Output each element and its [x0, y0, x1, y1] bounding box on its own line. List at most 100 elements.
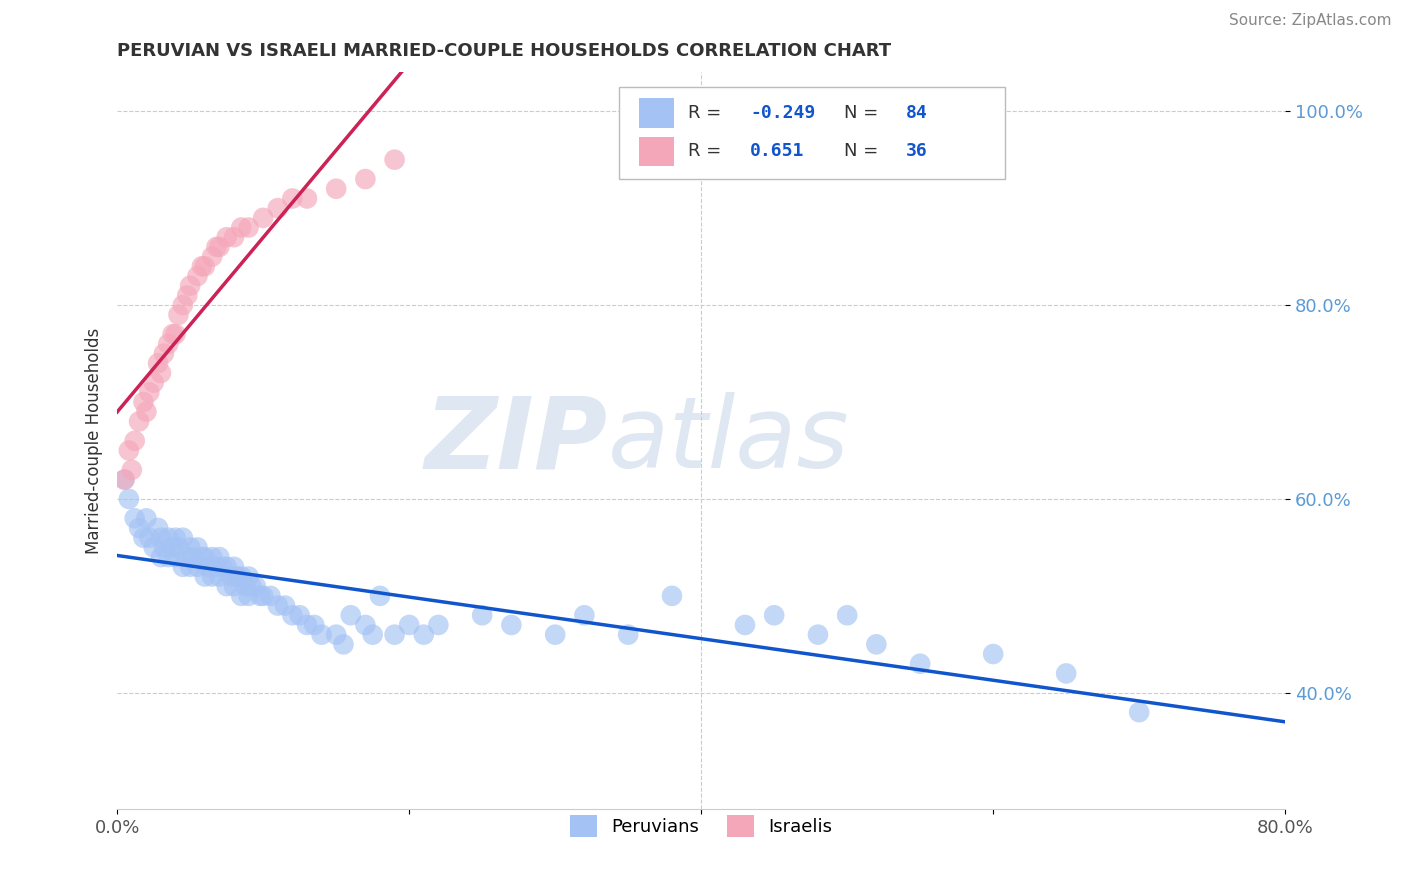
Text: -0.249: -0.249: [751, 104, 815, 122]
Point: [124, 511, 146, 525]
Point: [201, 569, 224, 583]
Point: [1054, 666, 1077, 681]
Point: [238, 220, 260, 235]
Point: [245, 579, 267, 593]
Point: [267, 201, 290, 215]
Point: [114, 473, 136, 487]
Text: Source: ZipAtlas.com: Source: ZipAtlas.com: [1229, 13, 1392, 29]
Point: [194, 260, 217, 274]
Point: [865, 637, 887, 651]
Point: [191, 550, 214, 565]
Point: [222, 559, 245, 574]
Point: [361, 627, 384, 641]
Point: [128, 521, 150, 535]
Point: [215, 579, 238, 593]
Point: [222, 230, 245, 244]
Point: [157, 531, 180, 545]
Point: [384, 627, 406, 641]
Point: [201, 550, 224, 565]
Point: [186, 268, 208, 283]
Point: [194, 569, 217, 583]
Point: [238, 589, 260, 603]
Point: [295, 618, 318, 632]
Point: [150, 531, 173, 545]
Text: PERUVIAN VS ISRAELI MARRIED-COUPLE HOUSEHOLDS CORRELATION CHART: PERUVIAN VS ISRAELI MARRIED-COUPLE HOUSE…: [117, 42, 891, 60]
Point: [176, 288, 198, 302]
Point: [167, 541, 190, 555]
Text: R =: R =: [689, 142, 727, 161]
Point: [325, 182, 347, 196]
Point: [179, 541, 201, 555]
Point: [165, 550, 187, 565]
Point: [274, 599, 297, 613]
Point: [118, 443, 141, 458]
Point: [142, 541, 165, 555]
Point: [208, 550, 231, 565]
Point: [205, 559, 228, 574]
Point: [142, 376, 165, 390]
Point: [135, 405, 157, 419]
Point: [205, 240, 228, 254]
Point: [132, 531, 155, 545]
Point: [238, 569, 260, 583]
Text: R =: R =: [689, 104, 727, 122]
Point: [354, 618, 377, 632]
Point: [249, 589, 271, 603]
Point: [162, 327, 184, 342]
Bar: [640, 98, 675, 128]
Point: [215, 230, 238, 244]
Text: 84: 84: [905, 104, 928, 122]
Point: [763, 608, 786, 623]
Point: [398, 618, 420, 632]
Point: [179, 559, 201, 574]
Point: [412, 627, 434, 641]
Point: [211, 559, 233, 574]
Point: [259, 589, 281, 603]
Point: [1128, 705, 1150, 719]
Point: [661, 589, 683, 603]
Point: [225, 569, 247, 583]
Point: [544, 627, 567, 641]
Point: [501, 618, 523, 632]
Point: [118, 491, 141, 506]
Point: [179, 278, 201, 293]
Point: [981, 647, 1004, 661]
Point: [150, 366, 173, 380]
Point: [617, 627, 640, 641]
Point: [162, 541, 184, 555]
Point: [176, 550, 198, 565]
Point: [191, 260, 214, 274]
Point: [172, 559, 194, 574]
Point: [807, 627, 830, 641]
Point: [304, 618, 326, 632]
Point: [153, 541, 176, 555]
Point: [157, 550, 180, 565]
Point: [235, 579, 257, 593]
Point: [201, 250, 224, 264]
Point: [128, 414, 150, 428]
Point: [427, 618, 450, 632]
Point: [252, 589, 274, 603]
Point: [197, 559, 219, 574]
Bar: [640, 136, 675, 166]
Point: [172, 531, 194, 545]
Point: [231, 220, 253, 235]
Point: [121, 463, 143, 477]
Point: [215, 559, 238, 574]
Point: [167, 308, 190, 322]
Point: [172, 298, 194, 312]
Point: [157, 336, 180, 351]
Point: [124, 434, 146, 448]
Point: [186, 559, 208, 574]
Point: [165, 531, 187, 545]
Point: [208, 240, 231, 254]
Point: [267, 599, 290, 613]
Point: [311, 627, 333, 641]
Text: ZIP: ZIP: [425, 392, 607, 490]
Point: [181, 550, 204, 565]
Point: [295, 191, 318, 205]
Legend: Peruvians, Israelis: Peruvians, Israelis: [562, 808, 839, 845]
Text: N =: N =: [844, 104, 883, 122]
Text: N =: N =: [844, 142, 883, 161]
Point: [354, 172, 377, 186]
